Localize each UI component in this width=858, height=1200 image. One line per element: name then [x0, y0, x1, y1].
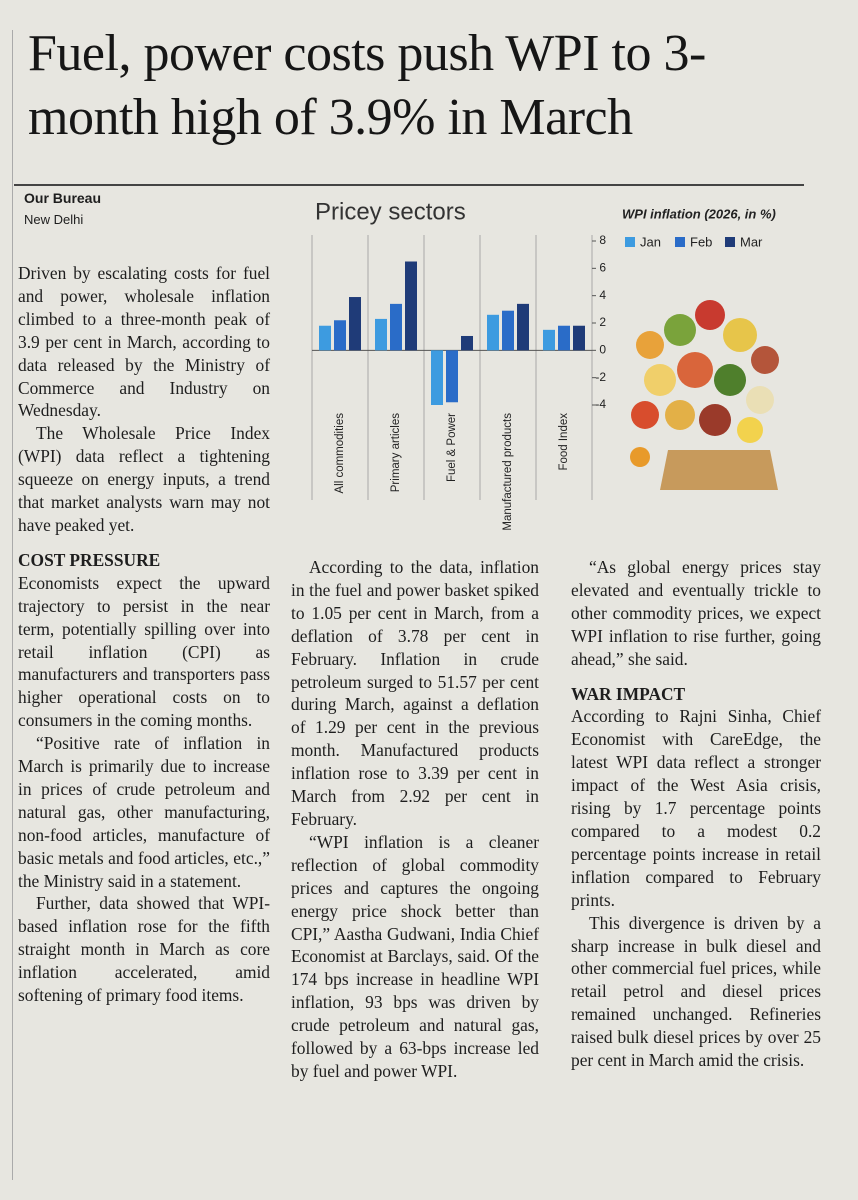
paragraph: The Wholesale Price Index (WPI) data ref…: [18, 423, 270, 535]
x-tick-label: Manufactured products: [502, 413, 514, 531]
y-tick-label: -2: [595, 370, 606, 384]
column: “As global energy prices stay elevated a…: [571, 556, 821, 1072]
paragraph: “Positive rate of inflation in March is …: [18, 733, 270, 891]
y-tick-label: 0: [599, 343, 606, 357]
y-tick-label: 4: [599, 288, 606, 302]
bar: [487, 314, 499, 351]
y-tick-label: -4: [595, 397, 606, 411]
column: Driven by escalating costs for fuel and …: [18, 262, 270, 1007]
legend-label: Mar: [740, 234, 763, 249]
x-tick-label: All commodities: [334, 413, 346, 494]
x-tick-label: Primary articles: [390, 413, 402, 492]
column-rule: [12, 30, 13, 1180]
bar: [461, 335, 473, 351]
legend-label: Feb: [690, 234, 712, 249]
bar: [517, 303, 529, 351]
legend-label: Jan: [640, 234, 661, 249]
legend-swatch: [675, 237, 685, 247]
bar: [375, 318, 387, 351]
paragraph: “As global energy prices stay elevated a…: [571, 557, 821, 669]
section-heading: WAR IMPACT: [571, 683, 686, 704]
byline-author: Our Bureau: [24, 190, 102, 206]
paragraph: Driven by escalating costs for fuel and …: [18, 263, 270, 421]
paragraph: Economists expect the upward trajectory …: [18, 572, 270, 731]
bar: [431, 350, 443, 405]
y-tick-label: 8: [599, 233, 606, 247]
paragraph: “WPI inflation is a cleaner reflection o…: [291, 831, 539, 1081]
bar: [558, 325, 570, 351]
bar: [543, 329, 555, 351]
column: According to the data, inflation in the …: [291, 556, 539, 1083]
legend-swatch: [725, 237, 735, 247]
byline-location: New Delhi: [24, 212, 84, 227]
bar: [319, 325, 331, 351]
paragraph: According to Rajni Sinha, Chief Economis…: [571, 706, 821, 910]
paragraph: This divergence is driven by a sharp inc…: [571, 912, 821, 1071]
bar: [446, 350, 458, 403]
x-tick-label: Food Index: [558, 413, 570, 471]
bar: [349, 297, 361, 351]
food-illustration: [630, 300, 779, 490]
paragraph: Further, data showed that WPI-based infl…: [18, 893, 270, 1006]
headline: Fuel, power costs push WPI to 3-month hi…: [28, 25, 706, 146]
y-tick-label: 2: [599, 315, 606, 329]
bar: [405, 261, 417, 351]
headline-rule: [14, 184, 804, 186]
legend-swatch: [625, 237, 635, 247]
bar: [334, 320, 346, 351]
bar: [573, 325, 585, 351]
x-tick-label: Fuel & Power: [446, 413, 458, 482]
paragraph: According to the data, inflation in the …: [291, 557, 539, 829]
chart-subtitle: WPI inflation (2026, in %): [622, 206, 776, 221]
section-heading: COST PRESSURE: [18, 549, 161, 570]
bar: [502, 310, 514, 351]
chart-title: Pricey sectors: [315, 198, 466, 225]
bar: [390, 303, 402, 351]
y-tick-label: 6: [599, 261, 606, 275]
chart: Pricey sectors WPI inflation (2026, in %…: [311, 198, 779, 531]
